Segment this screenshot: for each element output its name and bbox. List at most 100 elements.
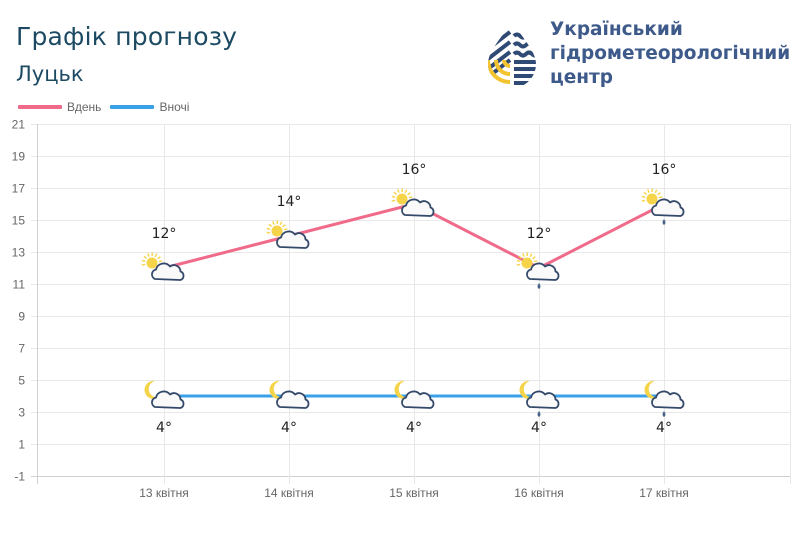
day-temp-label: 16° bbox=[402, 162, 427, 178]
night-moon-cloud-rain-icon bbox=[519, 380, 560, 417]
sun-ray bbox=[393, 191, 398, 196]
raindrop-shape bbox=[662, 411, 666, 417]
y-tick-label: -1 bbox=[14, 470, 25, 484]
sun-disc bbox=[521, 257, 533, 269]
night-moon-cloud-icon bbox=[394, 380, 435, 409]
y-tick-label: 1 bbox=[18, 438, 25, 452]
sun-ray bbox=[147, 253, 150, 257]
day-sun-cloud-icon bbox=[266, 220, 310, 249]
raindrop-shape bbox=[537, 283, 541, 289]
y-tick-label: 19 bbox=[12, 150, 26, 164]
sun-ray bbox=[522, 253, 525, 257]
cloud-shape bbox=[276, 230, 310, 249]
sun-ray bbox=[641, 195, 646, 198]
night-moon-cloud-icon bbox=[269, 380, 310, 409]
sun-ray bbox=[404, 189, 408, 194]
night-moon-cloud-icon bbox=[144, 380, 185, 409]
night-temp-label: 4° bbox=[406, 420, 422, 436]
raindrop-shape bbox=[537, 411, 541, 417]
organization-name: Український гідрометеорологічний центр bbox=[550, 18, 790, 90]
cloud-shape bbox=[526, 262, 560, 281]
day-temp-label: 12° bbox=[527, 226, 552, 242]
city-name: Луцьк bbox=[16, 62, 84, 86]
sun-ray bbox=[518, 255, 523, 260]
y-tick-label: 13 bbox=[12, 246, 26, 260]
org-line-1: Український bbox=[550, 19, 683, 40]
chart-points: 12° 14° 16° 12° 16° 4° 4° 4° 4° 4° bbox=[141, 162, 685, 436]
y-tick-label: 7 bbox=[18, 342, 25, 356]
sun-ray bbox=[279, 221, 283, 226]
y-tick-label: 15 bbox=[12, 214, 26, 228]
legend-swatch-night bbox=[110, 105, 155, 109]
moon-shape bbox=[519, 380, 534, 399]
day-temp-label: 14° bbox=[277, 194, 302, 210]
day-sun-cloud-icon bbox=[141, 252, 185, 281]
sun-ray bbox=[654, 189, 658, 194]
night-temp-label: 4° bbox=[156, 420, 172, 436]
day-sun-cloud-rain-icon bbox=[641, 188, 685, 225]
chart-legend: Вдень Вночі bbox=[18, 100, 198, 114]
cloud-shape bbox=[526, 390, 560, 409]
sun-ray bbox=[391, 195, 396, 198]
sun-disc bbox=[146, 257, 158, 269]
sun-ray bbox=[516, 263, 521, 266]
y-tick-label: 17 bbox=[12, 182, 26, 196]
cloud-shape bbox=[651, 198, 685, 217]
sun-ray bbox=[154, 253, 158, 258]
sun-ray bbox=[532, 256, 536, 260]
sun-disc bbox=[396, 193, 408, 205]
legend-item-day[interactable]: Вдень bbox=[18, 100, 101, 114]
sun-ray bbox=[283, 228, 288, 231]
day-temp-label: 12° bbox=[152, 226, 177, 242]
org-line-2: гідрометеорологічний bbox=[550, 43, 791, 64]
y-tick-label: 9 bbox=[18, 310, 25, 324]
cloud-shape bbox=[651, 390, 685, 409]
x-tick-label: 17 квітня bbox=[639, 486, 689, 500]
sun-ray bbox=[158, 260, 163, 263]
moon-shape bbox=[644, 380, 659, 399]
y-tick-label: 5 bbox=[18, 374, 25, 388]
sun-ray bbox=[516, 259, 521, 262]
sun-ray bbox=[643, 191, 648, 196]
sun-ray bbox=[641, 199, 646, 202]
cloud-shape bbox=[151, 390, 185, 409]
day-sun-cloud-icon bbox=[391, 188, 435, 217]
sun-ray bbox=[157, 256, 161, 260]
night-temp-label: 4° bbox=[281, 420, 297, 436]
legend-swatch-day bbox=[18, 105, 62, 109]
ugc-logo-icon bbox=[488, 30, 536, 85]
sun-ray bbox=[397, 189, 400, 193]
legend-label-night: Вночі bbox=[159, 100, 190, 114]
moon-shape bbox=[394, 380, 409, 399]
legend-label-day: Вдень bbox=[67, 100, 102, 114]
sun-ray bbox=[408, 196, 413, 199]
cloud-shape bbox=[151, 262, 185, 281]
sun-disc bbox=[271, 225, 283, 237]
day-temp-label: 16° bbox=[652, 162, 677, 178]
moon-shape bbox=[144, 380, 159, 399]
x-tick-label: 14 квітня bbox=[264, 486, 314, 500]
cloud-shape bbox=[276, 390, 310, 409]
sun-ray bbox=[657, 192, 661, 196]
sun-ray bbox=[266, 227, 271, 230]
sun-ray bbox=[658, 196, 663, 199]
night-moon-cloud-rain-icon bbox=[644, 380, 685, 417]
legend-item-night[interactable]: Вночі bbox=[110, 100, 189, 114]
night-temp-label: 4° bbox=[656, 420, 672, 436]
page-title: Графік прогнозу bbox=[16, 22, 238, 51]
day-sun-cloud-rain-icon bbox=[516, 252, 560, 289]
y-tick-label: 3 bbox=[18, 406, 25, 420]
sun-ray bbox=[272, 221, 275, 225]
sun-ray bbox=[282, 224, 286, 228]
sun-ray bbox=[391, 199, 396, 202]
y-tick-label: 11 bbox=[13, 278, 26, 292]
sun-ray bbox=[529, 253, 533, 258]
sun-ray bbox=[141, 263, 146, 266]
x-tick-label: 13 квітня bbox=[139, 486, 189, 500]
x-tick-label: 15 квітня bbox=[389, 486, 439, 500]
cloud-shape bbox=[401, 198, 435, 217]
sun-ray bbox=[268, 223, 273, 228]
sun-ray bbox=[141, 259, 146, 262]
x-axis: 13 квітня 14 квітня 15 квітня 16 квітня 17 к… bbox=[139, 486, 689, 500]
